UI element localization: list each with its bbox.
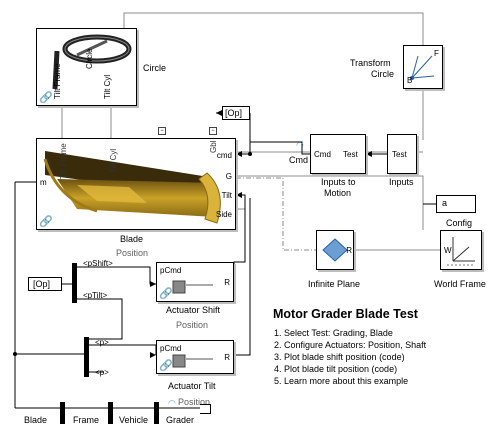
step-configure-actuators[interactable]: 2. Configure Actuators: Position, Shaft xyxy=(274,340,427,350)
inputs-port-test: Test xyxy=(392,150,407,159)
wifi-icon: ◠ xyxy=(296,140,304,150)
bus-label-pshift: <pShift> xyxy=(83,259,113,268)
circle-caption: Circle xyxy=(143,63,167,73)
op-goto-label: [Op] xyxy=(225,108,243,118)
transform-circle-block[interactable]: B F xyxy=(403,45,443,89)
blade-top-gbl: Gbl xyxy=(209,140,218,153)
op-goto-block[interactable]: [Op] xyxy=(222,106,250,120)
infinite-plane-block[interactable]: R xyxy=(316,230,354,270)
config-block[interactable]: a xyxy=(436,195,476,213)
chain-bus-2[interactable] xyxy=(108,402,113,424)
link-icon: 🔗 xyxy=(39,216,53,228)
blade-caption: Blade xyxy=(120,234,144,244)
chain-bus-3[interactable] xyxy=(154,402,159,424)
transform-port-f: F xyxy=(434,49,439,58)
wifi-icon: ◠ xyxy=(168,398,176,408)
op-from-label: [Op] xyxy=(33,279,51,289)
frame-axes-icon xyxy=(410,55,435,80)
bus-creator-p[interactable] xyxy=(84,337,89,377)
plane-port-r: R xyxy=(346,246,352,255)
actuator-tilt-block[interactable]: pCmd R 🔗 xyxy=(156,340,234,374)
blade-block[interactable]: m cmd G Tilt Side Tilt Frame Tilt Cyl Gb… xyxy=(36,138,236,230)
blade-port-m: m xyxy=(40,178,47,187)
actuator-cylinder-icon xyxy=(172,354,213,368)
act-tilt-caption: Actuator Tilt xyxy=(168,381,216,391)
chain-label-vehicle: Vehicle xyxy=(119,415,149,425)
cmd-signal-label: Cmd xyxy=(289,155,309,165)
circle-ring-icon xyxy=(52,34,132,90)
subsystem-marker-icon-2: − xyxy=(209,127,217,135)
world-axes-icon xyxy=(447,237,475,266)
act-shift-caption: Actuator Shift xyxy=(166,305,221,315)
instruction-list: 1. Select Test: Grading, Blade 2. Config… xyxy=(274,327,426,387)
plane-caption: Infinite Plane xyxy=(308,279,361,289)
op-from-block[interactable]: [Op] xyxy=(28,277,62,291)
blade-top-tilt-frame: Tilt Frame xyxy=(59,143,68,179)
blade-variant: Position xyxy=(116,248,149,258)
transform-port-b: B xyxy=(407,76,413,85)
chain-bus-1[interactable] xyxy=(60,402,65,424)
circle-port-circle: Circle xyxy=(85,48,94,69)
act-shift-port-r: R xyxy=(224,278,230,287)
outport-terminator-icon xyxy=(200,404,211,414)
blade-port-g: G xyxy=(225,172,232,181)
circle-port-tilt-cyl: Tilt Cyl xyxy=(103,74,112,99)
world-caption: World Frame xyxy=(434,279,486,289)
config-caption: Config xyxy=(446,218,473,228)
link-icon: 🔗 xyxy=(159,360,173,372)
config-value: a xyxy=(442,198,448,208)
act-shift-port-pcmd: pCmd xyxy=(160,266,182,275)
subsystem-marker-icon: − xyxy=(158,127,166,135)
blade-top-tilt-cyl: Tilt Cyl xyxy=(109,148,118,173)
world-frame-block[interactable]: W xyxy=(440,230,482,270)
transform-caption-line2: Circle xyxy=(371,69,395,79)
circle-block[interactable]: Tilt Frame Tilt Cyl Circle 🔗 xyxy=(36,28,137,106)
step-learn-more[interactable]: 5. Learn more about this example xyxy=(274,376,409,386)
itm-caption-line2: Motion xyxy=(324,188,352,198)
link-icon: 🔗 xyxy=(39,92,53,104)
blade-port-side: Side xyxy=(215,210,232,219)
blade-3d-icon xyxy=(43,151,221,224)
transform-caption-line1: Transform xyxy=(350,58,391,68)
world-port-w: W xyxy=(444,246,452,255)
step-select-test[interactable]: 1. Select Test: Grading, Blade xyxy=(274,328,393,338)
model-title: Motor Grader Blade Test xyxy=(273,307,418,321)
itm-port-cmd: Cmd xyxy=(314,150,331,159)
actuator-shift-block[interactable]: pCmd R 🔗 xyxy=(156,262,234,302)
bus-label-p1: <p> xyxy=(95,338,109,347)
blade-port-cmd: cmd xyxy=(216,151,232,160)
act-tilt-variant: Position xyxy=(178,397,211,407)
bus-selector-shift[interactable] xyxy=(72,263,77,303)
circle-port-tilt-frame: Tilt Frame xyxy=(53,63,62,99)
itm-caption-line1: Inputs to xyxy=(321,177,356,187)
plane-diamond-icon xyxy=(322,238,348,262)
itm-port-test: Test xyxy=(343,150,358,159)
inputs-block[interactable]: Test xyxy=(387,134,417,174)
chain-label-frame: Frame xyxy=(73,415,100,425)
act-tilt-port-r: R xyxy=(224,353,230,362)
step-plot-tilt[interactable]: 4. Plot blade tilt position (code) xyxy=(274,364,398,374)
inputs-to-motion-block[interactable]: Cmd Test xyxy=(310,134,366,174)
inputs-caption: Inputs xyxy=(389,177,414,187)
act-shift-variant: Position xyxy=(176,320,209,330)
act-tilt-port-pcmd: pCmd xyxy=(160,344,182,353)
chain-label-grader: Grader xyxy=(166,415,195,425)
link-icon: 🔗 xyxy=(159,288,173,300)
step-plot-shift[interactable]: 3. Plot blade shift position (code) xyxy=(274,352,405,362)
bus-label-ptilt: <pTilt> xyxy=(83,291,108,300)
actuator-cylinder-icon xyxy=(172,280,213,294)
bus-label-p2: <p> xyxy=(95,368,109,377)
blade-port-tilt: Tilt xyxy=(221,191,232,200)
chain-label-blade: Blade xyxy=(24,415,48,425)
